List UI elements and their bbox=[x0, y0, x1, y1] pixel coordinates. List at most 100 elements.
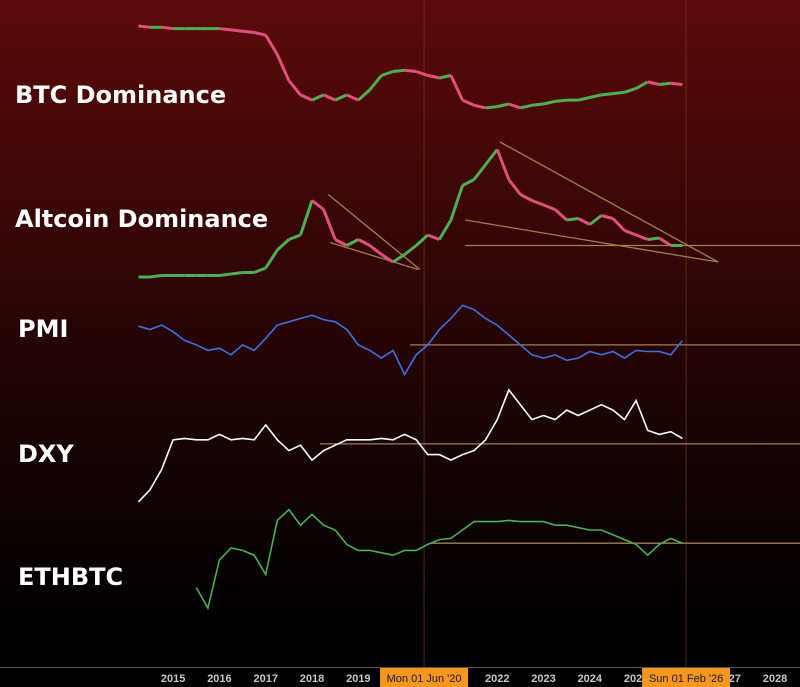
candle-segment bbox=[670, 81, 683, 86]
x-tick-label: 2022 bbox=[485, 673, 509, 685]
pane-title: BTC Dominance bbox=[15, 81, 226, 109]
candle-segment bbox=[253, 266, 267, 274]
candle-segment bbox=[554, 98, 567, 103]
candle-segment bbox=[647, 236, 660, 241]
candle-segment bbox=[415, 233, 429, 247]
crosshair-label-box bbox=[380, 668, 469, 687]
pane-title: Altcoin Dominance bbox=[15, 205, 268, 233]
candle-segment bbox=[415, 70, 429, 77]
candle-segment bbox=[288, 233, 302, 241]
crosshair-label-box bbox=[642, 668, 731, 687]
candle-segment bbox=[403, 244, 418, 256]
candle-segment bbox=[357, 88, 371, 102]
candle-segment bbox=[449, 74, 464, 101]
candle-segment bbox=[311, 199, 325, 211]
candle-segment bbox=[612, 90, 625, 96]
candle-segment bbox=[299, 93, 313, 102]
candle-segment bbox=[472, 163, 487, 181]
candle-segment bbox=[659, 81, 672, 86]
candle-segment bbox=[439, 73, 452, 80]
candle-segment bbox=[404, 68, 417, 73]
candle-segment bbox=[311, 93, 325, 102]
candle-segment bbox=[368, 74, 383, 91]
pane-title: ETHBTC bbox=[18, 563, 123, 591]
candle-segment bbox=[276, 238, 290, 252]
candle-segment bbox=[473, 103, 486, 110]
candle-segment bbox=[635, 80, 649, 90]
candle-segment bbox=[242, 29, 255, 34]
x-tick-label: 2023 bbox=[531, 673, 555, 685]
candle-segment bbox=[519, 193, 533, 202]
trend-line bbox=[329, 241, 419, 271]
series-line bbox=[137, 388, 683, 503]
candle-segment bbox=[427, 73, 440, 80]
candle-segment bbox=[368, 244, 383, 256]
trend-line bbox=[465, 219, 719, 263]
candle-segment bbox=[635, 233, 649, 241]
candle-segment bbox=[611, 217, 626, 232]
pane-title: PMI bbox=[18, 315, 68, 343]
candle-segment bbox=[392, 253, 406, 264]
candle-segment bbox=[485, 105, 498, 110]
candle-segment bbox=[577, 96, 591, 102]
candle-segment bbox=[427, 233, 440, 241]
x-tick-label: 2018 bbox=[300, 673, 324, 685]
candle-segment bbox=[449, 185, 464, 221]
candle-segment bbox=[623, 229, 637, 237]
candle-segment bbox=[253, 31, 267, 37]
candle-segment bbox=[322, 208, 337, 241]
candle-segment bbox=[438, 219, 453, 241]
candle-segment bbox=[380, 253, 394, 264]
candle-segment bbox=[461, 98, 475, 107]
x-tick-label: 2028 bbox=[763, 673, 787, 685]
candle-segment bbox=[566, 217, 579, 222]
candle-segment bbox=[346, 93, 359, 102]
candle-segment bbox=[554, 208, 568, 222]
candle-segment bbox=[624, 86, 637, 94]
candle-segment bbox=[531, 199, 545, 207]
candle-segment bbox=[138, 24, 151, 29]
candle-segment bbox=[543, 99, 556, 106]
candle-segment bbox=[589, 93, 602, 99]
candle-segment bbox=[381, 70, 394, 77]
candle-segment bbox=[461, 178, 475, 187]
x-tick-label: 2016 bbox=[207, 673, 231, 685]
candle-segment bbox=[161, 25, 174, 31]
crosshair-label: Sun 01 Feb '26 bbox=[649, 673, 723, 685]
candle-segment bbox=[531, 102, 544, 107]
candle-segment bbox=[264, 249, 279, 269]
candle-segment bbox=[601, 214, 614, 220]
x-tick-label: 2015 bbox=[161, 673, 185, 685]
candle-segment bbox=[334, 238, 348, 247]
candle-segment bbox=[392, 68, 405, 73]
candle-segment bbox=[230, 28, 243, 33]
candle-segment bbox=[346, 238, 360, 247]
candle-segment bbox=[496, 102, 510, 109]
candle-segment bbox=[508, 102, 521, 110]
candle-segment bbox=[658, 236, 672, 247]
crosshair-label: Mon 01 Jun '20 bbox=[387, 673, 462, 685]
candle-segment bbox=[588, 214, 603, 226]
candle-segment bbox=[219, 272, 232, 277]
series-line bbox=[138, 304, 684, 377]
candle-segment bbox=[230, 271, 243, 276]
candle-segment bbox=[299, 200, 314, 236]
candle-segment bbox=[357, 238, 371, 247]
candle-segment bbox=[149, 274, 162, 279]
candle-segment bbox=[287, 79, 302, 96]
pane-title: DXY bbox=[18, 440, 74, 468]
candle-segment bbox=[647, 80, 660, 86]
x-tick-label: 2024 bbox=[578, 673, 603, 685]
x-tick-label: 2019 bbox=[346, 673, 370, 685]
candle-segment bbox=[601, 92, 614, 97]
candle-segment bbox=[542, 203, 556, 211]
candle-segment bbox=[334, 93, 348, 102]
series-line bbox=[195, 508, 683, 611]
candle-segment bbox=[219, 27, 232, 32]
trend-line bbox=[499, 141, 719, 263]
candle-segment bbox=[484, 148, 499, 166]
candle-segment bbox=[322, 93, 336, 102]
